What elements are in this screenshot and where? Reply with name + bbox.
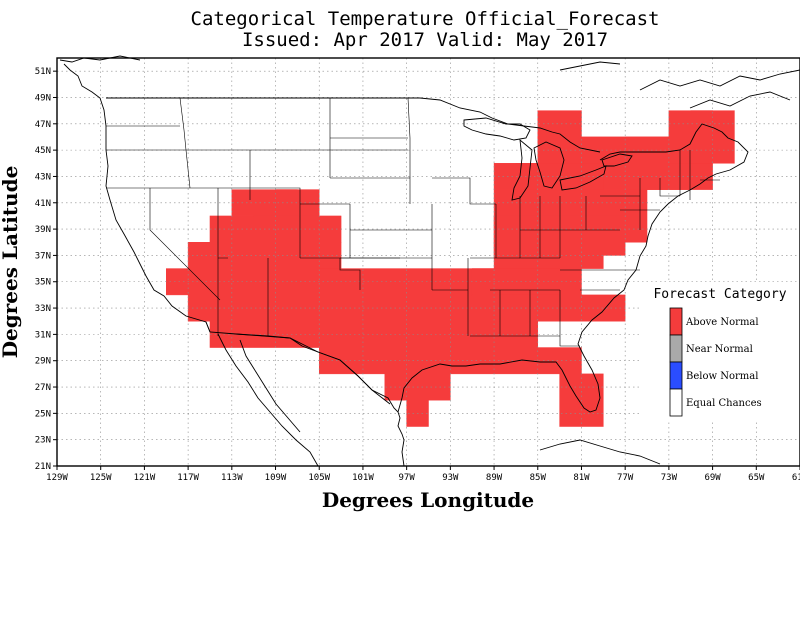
legend-swatch [669, 334, 683, 363]
legend-swatch [669, 307, 683, 336]
above-normal-cell [253, 215, 342, 243]
above-normal-cell [493, 215, 626, 256]
longitude-tick-label: 109W [265, 473, 287, 483]
title-line-1: Categorical Temperature Official_Forecas… [191, 8, 660, 30]
legend-label: Above Normal [685, 317, 759, 328]
baja-coast [217, 333, 319, 467]
latitude-tick-label: 33N [35, 304, 51, 314]
longitude-tick-label: 69W [704, 473, 721, 483]
longitude-tick-label: 73W [661, 473, 678, 483]
latitude-ticks: 21N 23N 25N 27N 29N 31N 33N 35N 37N 39N 41N 43N 45N 4… [35, 67, 57, 472]
state-lines-central [330, 97, 520, 336]
great-lakes [463, 117, 633, 201]
latitude-tick-label: 27N [35, 383, 51, 393]
longitude-tick-label: 65W [748, 473, 765, 483]
latitude-tick-label: 25N [35, 409, 51, 419]
above-normal-cell [668, 110, 713, 164]
longitude-tick-label: 93W [442, 473, 459, 483]
longitude-tick-label: 61W [792, 473, 800, 483]
latitude-tick-label: 35N [35, 278, 51, 288]
legend-label: Equal Chances [686, 398, 762, 409]
legend-swatch [669, 388, 683, 417]
legend-swatch [669, 361, 683, 390]
latitude-tick-label: 41N [35, 199, 51, 209]
us-coastline-and-borders [63, 63, 405, 467]
longitude-tick-label: 121W [134, 473, 156, 483]
longitude-tick-label: 105W [308, 473, 330, 483]
latitude-tick-label: 47N [35, 120, 51, 130]
latitude-tick-label: 31N [35, 330, 51, 340]
map-frame [56, 57, 800, 467]
latitude-tick-label: 49N [35, 93, 51, 103]
longitude-tick-label: 129W [46, 473, 68, 483]
latitude-tick-label: 37N [35, 251, 51, 261]
latitude-tick-label: 29N [35, 357, 51, 367]
above-normal-cell [493, 294, 626, 322]
legend-background [642, 282, 798, 422]
y-axis-title: Degrees Latitude [0, 166, 22, 359]
latitude-tick-label: 21N [35, 462, 51, 472]
longitude-tick-label: 81W [573, 473, 590, 483]
legend-title: Forecast Category [653, 287, 786, 302]
legend-items: Above Normal Near Normal Below Normal Equal… [669, 307, 762, 417]
state-lines-east [470, 150, 720, 347]
latitude-tick-label: 45N [35, 146, 51, 156]
above-normal-cell [166, 268, 342, 296]
gulf-coast [397, 123, 749, 413]
longitude-tick-label: 113W [221, 473, 243, 483]
graticule-grid [57, 58, 800, 466]
longitude-tick-label: 77W [617, 473, 634, 483]
latitude-tick-label: 23N [35, 436, 51, 446]
longitude-ticks: 129W 125W 121W 117W 113W 109W 105W 101W 97W 93W 89… [46, 466, 800, 483]
legend-label: Near Normal [686, 344, 753, 355]
above-normal-cell [471, 268, 582, 296]
cuba-coast [539, 439, 661, 465]
title-line-2: Issued: Apr 2017 Valid: May 2017 [242, 29, 608, 51]
mexico-border [205, 321, 391, 405]
state-boundaries [106, 97, 720, 347]
longitude-tick-label: 89W [486, 473, 503, 483]
geographic-boundaries [59, 55, 800, 467]
longitude-tick-label: 117W [177, 473, 199, 483]
x-axis-title: Degrees Longitude [322, 488, 534, 512]
latitude-tick-label: 39N [35, 225, 51, 235]
above-normal-cell [537, 110, 582, 138]
forecast-legend: Forecast Category Above Normal Near Norma… [642, 282, 798, 422]
longitude-tick-label: 101W [352, 473, 374, 483]
latitude-tick-label: 51N [35, 67, 51, 77]
longitude-tick-label: 97W [399, 473, 416, 483]
latitude-tick-label: 43N [35, 172, 51, 182]
hudson-bay-coast [59, 55, 800, 109]
longitude-tick-label: 85W [530, 473, 547, 483]
canada-border [106, 97, 601, 153]
legend-label: Below Normal [686, 371, 758, 382]
longitude-tick-label: 125W [90, 473, 112, 483]
